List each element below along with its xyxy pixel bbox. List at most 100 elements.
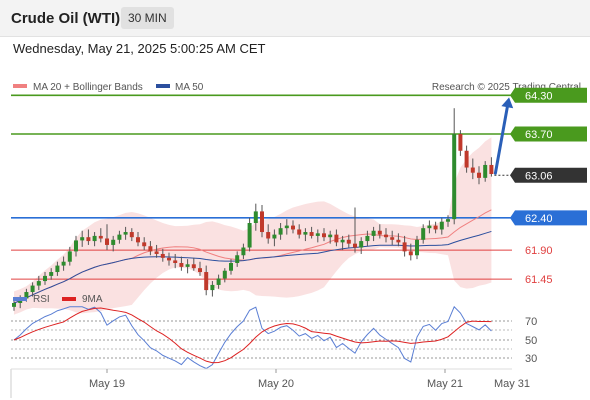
- candle: [272, 229, 277, 247]
- x-label-may21: May 21: [427, 378, 463, 390]
- bollinger-legend-label: MA 20 + Bollinger Bands: [33, 82, 143, 93]
- candle: [315, 229, 320, 243]
- candle: [123, 226, 128, 240]
- candle: [148, 241, 153, 256]
- candle: [421, 224, 426, 244]
- ma50-line: [13, 230, 492, 304]
- rsi-tick-70: 70: [525, 316, 537, 328]
- candle: [477, 166, 481, 185]
- bollinger-legend-swatch: [13, 84, 27, 88]
- candle: [247, 217, 252, 252]
- candle: [278, 223, 283, 240]
- candle: [371, 226, 376, 242]
- candle: [55, 261, 60, 276]
- candle: [43, 272, 47, 285]
- ma50-legend-swatch: [156, 84, 170, 88]
- candle: [105, 224, 109, 251]
- candle: [179, 256, 184, 271]
- candle: [334, 229, 339, 247]
- candle: [260, 204, 264, 238]
- candle: [136, 232, 140, 247]
- level-box-3: 62.40: [510, 210, 587, 226]
- candle: [346, 234, 351, 248]
- candle: [365, 230, 370, 247]
- candle: [111, 235, 116, 252]
- candle: [160, 248, 165, 262]
- candle: [80, 230, 85, 247]
- candle: [67, 246, 72, 266]
- candle: [291, 220, 295, 234]
- level-label-2: 63.06: [525, 170, 553, 182]
- level-box-1: 63.70: [510, 126, 587, 142]
- candle: [483, 161, 488, 182]
- candle: [253, 203, 258, 231]
- candle: [210, 281, 215, 297]
- candle: [446, 215, 450, 227]
- candle: [167, 252, 171, 266]
- rsi-legend-swatch: [13, 297, 27, 301]
- candle: [235, 251, 240, 267]
- research-credit: Research © 2025 Trading Central: [432, 82, 581, 93]
- level-label-5: 61.45: [525, 274, 553, 286]
- candle: [154, 244, 159, 258]
- candle: [322, 228, 326, 242]
- candle: [328, 230, 333, 244]
- instrument-title: Crude Oil (WTI): [11, 10, 121, 27]
- rsi-ma-line: [13, 307, 492, 364]
- candle: [284, 219, 289, 235]
- x-label-may20: May 20: [258, 378, 294, 390]
- candle: [402, 235, 407, 257]
- rsi-line: [13, 305, 492, 370]
- candle: [129, 228, 134, 242]
- candle: [173, 253, 178, 269]
- candle: [229, 259, 233, 275]
- candle: [98, 228, 103, 243]
- level-label-0: 64.30: [525, 90, 553, 102]
- candle: [185, 259, 190, 274]
- level-label-3: 62.40: [525, 213, 553, 225]
- candle: [117, 230, 122, 244]
- rsi-ma-legend-swatch: [62, 297, 76, 301]
- candle: [61, 256, 66, 271]
- chart-header: Crude Oil (WTI) 30 MIN: [0, 0, 590, 37]
- candle: [377, 224, 382, 239]
- candle: [452, 108, 457, 225]
- candle: [439, 217, 444, 235]
- candle: [408, 243, 413, 261]
- candle: [204, 265, 209, 296]
- level-box-2: 63.06: [510, 167, 587, 183]
- candle: [297, 224, 302, 239]
- candle: [303, 228, 308, 242]
- candle: [74, 235, 78, 257]
- rsi-ma-legend-label: 9MA: [82, 294, 103, 305]
- candle: [30, 282, 35, 297]
- candle: [309, 226, 314, 239]
- candle: [36, 275, 41, 291]
- candle: [384, 228, 388, 243]
- candle: [359, 237, 364, 254]
- candle: [396, 233, 401, 247]
- x-label-may31: May 31: [494, 378, 530, 390]
- candle: [340, 235, 345, 251]
- candle: [390, 230, 395, 245]
- rsi-legend-label: RSI: [33, 294, 50, 305]
- level-label-4: 61.90: [525, 245, 553, 257]
- candle: [142, 237, 147, 251]
- candle: [353, 207, 357, 253]
- projection-arrow: [493, 101, 510, 175]
- candle: [433, 221, 438, 234]
- candle: [241, 243, 246, 260]
- candle: [191, 257, 196, 271]
- candle: [86, 229, 91, 245]
- candle: [489, 157, 494, 177]
- rsi-tick-30: 30: [525, 353, 537, 365]
- timeframe-button[interactable]: 30 MIN: [121, 7, 174, 29]
- candle: [198, 261, 202, 276]
- x-label-may19: May 19: [89, 378, 125, 390]
- candle: [458, 130, 463, 156]
- candle: [12, 300, 16, 311]
- candle: [415, 235, 419, 260]
- level-label-1: 63.70: [525, 129, 553, 141]
- level-labels: 64.30 63.70 63.06 62.40 61.90 61.45: [510, 87, 587, 286]
